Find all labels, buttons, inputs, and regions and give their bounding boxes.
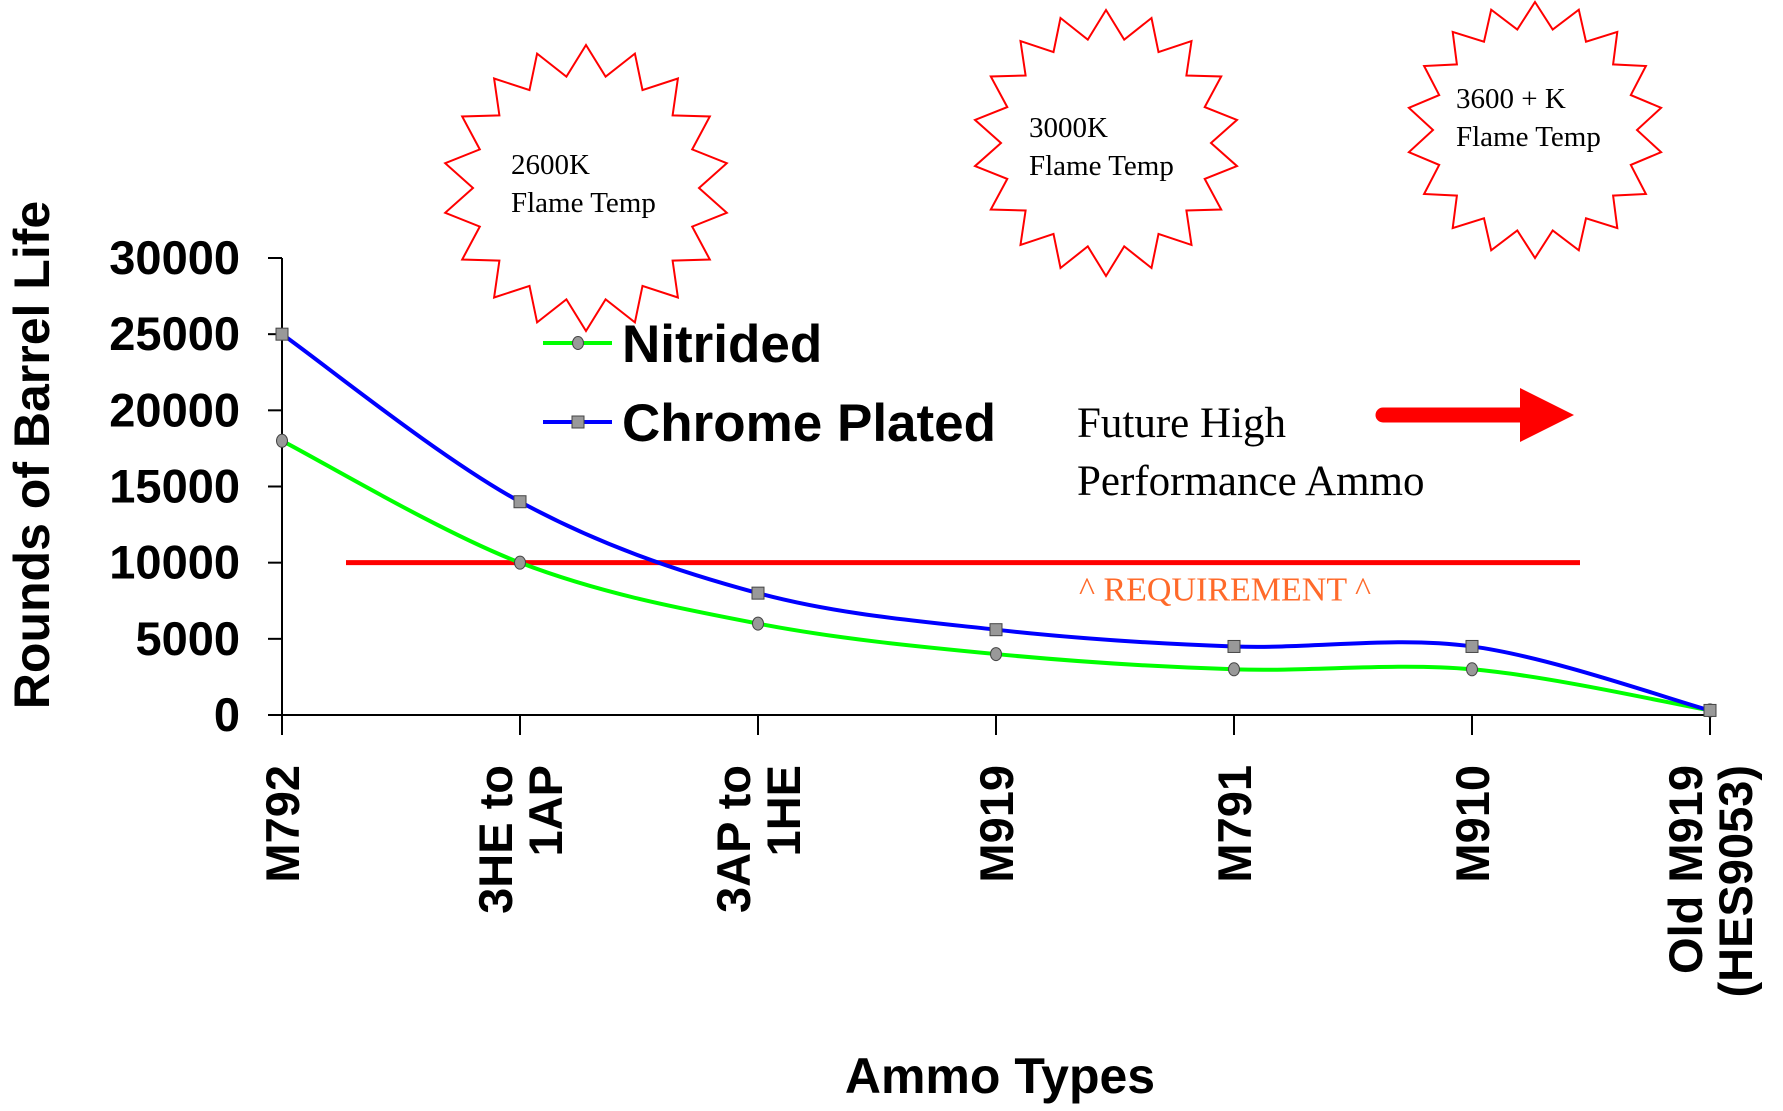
nitrided-line bbox=[281, 439, 1711, 713]
requirement-label: ^ REQUIREMENT ^ bbox=[1079, 572, 1371, 609]
nitrided-point bbox=[1466, 662, 1478, 677]
chrome-plated-point bbox=[751, 586, 765, 600]
y-tick-label: 10000 bbox=[109, 536, 240, 589]
chrome-plated-point bbox=[1227, 639, 1241, 653]
chrome-plated-point bbox=[1465, 639, 1479, 653]
y-tick-label: 30000 bbox=[109, 231, 240, 284]
y-axis-title: Rounds of Barrel Life bbox=[4, 201, 60, 709]
flame-temp-label: 3600 + K bbox=[1456, 83, 1566, 115]
chrome-plated-point bbox=[275, 327, 289, 341]
flame-temp-label: Flame Temp bbox=[511, 187, 656, 219]
flame-temp-burst bbox=[973, 8, 1239, 278]
x-tick-label: M919 bbox=[970, 765, 1023, 883]
chrome-plated-point bbox=[1703, 703, 1717, 717]
legend-nitrided-label: Nitrided bbox=[622, 315, 822, 374]
nitrided-point bbox=[1228, 662, 1240, 677]
future-ammo-label: Future High bbox=[1077, 400, 1286, 447]
flame-temp-label: Flame Temp bbox=[1456, 121, 1601, 153]
nitrided-point bbox=[752, 616, 764, 631]
x-tick-label: Old M919 bbox=[1659, 765, 1712, 974]
y-tick-label: 15000 bbox=[109, 460, 240, 513]
chrome-plated-point bbox=[989, 623, 1003, 637]
flame-temp-label: Flame Temp bbox=[1029, 150, 1174, 182]
flame-temp-label: 2600K bbox=[511, 149, 590, 181]
flame-temp-label: 3000K bbox=[1029, 112, 1108, 144]
x-tick-label: 3HE to bbox=[469, 765, 522, 914]
x-tick-label: (HES9053) bbox=[1709, 765, 1762, 998]
legend-nitrided-marker bbox=[572, 336, 584, 350]
y-tick-label: 25000 bbox=[109, 307, 240, 360]
x-tick-label: M791 bbox=[1208, 765, 1261, 883]
legend-chrome-plated-label: Chrome Plated bbox=[622, 394, 996, 453]
plot-area: 0 5000 10000 15000 20000 25000 30000 M792 3HE to… bbox=[109, 0, 1762, 998]
flame-temp-burst bbox=[443, 43, 729, 333]
x-tick-label: M792 bbox=[256, 765, 309, 883]
future-arrow-head bbox=[1520, 388, 1574, 442]
future-ammo-label: Performance Ammo bbox=[1077, 458, 1425, 505]
y-tick-label: 0 bbox=[214, 688, 240, 741]
y-tick-label: 20000 bbox=[109, 383, 240, 436]
x-tick-label: M910 bbox=[1446, 765, 1499, 883]
x-tick-label: 1AP bbox=[519, 765, 572, 856]
nitrided-point bbox=[990, 647, 1002, 662]
chrome-plated-point bbox=[513, 495, 527, 509]
nitrided-point bbox=[514, 555, 526, 570]
flame-temp-burst bbox=[1407, 0, 1663, 260]
nitrided-point bbox=[276, 433, 288, 448]
x-tick-label: 1HE bbox=[757, 765, 810, 856]
x-axis-title: Ammo Types bbox=[845, 1048, 1155, 1104]
y-tick-label: 5000 bbox=[135, 612, 240, 665]
x-tick-label: 3AP to bbox=[707, 765, 760, 913]
legend-chrome-plated-marker bbox=[571, 415, 585, 429]
